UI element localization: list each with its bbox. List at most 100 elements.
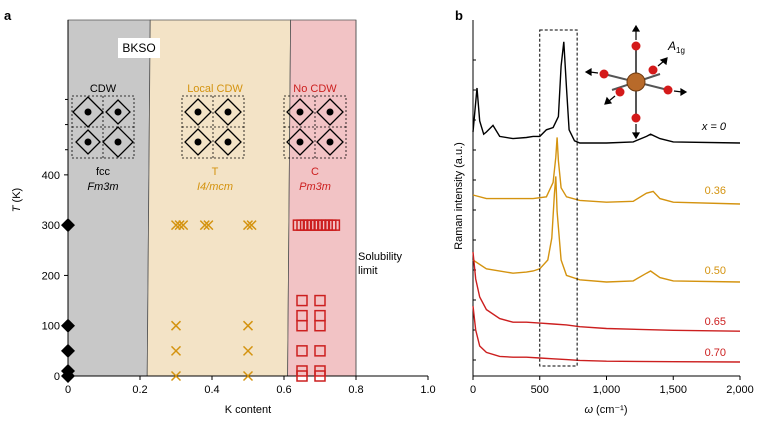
- series-label: x = 0: [701, 121, 727, 133]
- spectrum-line: [472, 251, 741, 332]
- a-x-tick-label: 0.4: [204, 384, 219, 396]
- diamond-marker: [61, 369, 75, 383]
- a-x-tick-label: 0.6: [276, 384, 291, 396]
- octahedron-diamond: [286, 98, 314, 126]
- square-marker: [314, 319, 326, 332]
- oxygen-atom: [615, 87, 625, 97]
- central-atom: [626, 72, 646, 92]
- phase-space-group-label: I4/mcm: [197, 181, 233, 193]
- phase-space-group-label: Pm3m: [299, 181, 331, 193]
- phase-region-1: [146, 19, 292, 377]
- phase-structure-label: fcc: [96, 166, 111, 178]
- solubility-label-line2: limit: [358, 265, 378, 277]
- b-x-tick-label: 2,000: [726, 384, 754, 396]
- a-y-tick-label: 100: [42, 321, 60, 333]
- octahedron-center-atom: [296, 138, 304, 146]
- a1g-molecule-inset: [584, 24, 688, 140]
- spectrum-line: [472, 41, 741, 144]
- a-y-axis-label: T(K): [11, 188, 23, 212]
- panel-a-letter: a: [4, 8, 12, 23]
- phase-region-2: [287, 19, 357, 377]
- highlight-window-box: [539, 29, 578, 367]
- solubility-label-line1: Solubility: [358, 251, 403, 263]
- series-label: 0.50: [705, 265, 726, 277]
- octahedron-center-atom: [84, 108, 92, 116]
- oxygen-atom: [648, 65, 658, 75]
- square-marker: [328, 219, 341, 231]
- x-marker: [246, 220, 257, 231]
- x-marker: [242, 370, 254, 382]
- spectrum-line: [472, 305, 741, 363]
- square-marker: [296, 294, 308, 307]
- square-marker: [296, 345, 308, 357]
- series-label-text: x = 0: [701, 121, 727, 133]
- x-marker: [199, 220, 210, 231]
- octahedron-center-atom: [224, 108, 232, 116]
- x-marker: [170, 345, 182, 356]
- diamond-marker: [61, 318, 75, 333]
- octahedron-center-atom: [114, 138, 122, 146]
- octahedron-diamond: [286, 128, 314, 156]
- x-marker: [178, 220, 189, 231]
- a-y-tick-label: 400: [42, 170, 60, 182]
- x-marker: [242, 220, 254, 231]
- octahedron-diamond: [214, 98, 242, 126]
- octahedron-center-atom: [326, 108, 334, 116]
- octahedron-center-atom: [326, 138, 334, 146]
- svg-text:T(K): T(K): [11, 188, 23, 212]
- a-x-tick-label: 1.0: [420, 384, 435, 396]
- oxygen-atom: [599, 69, 609, 79]
- octahedron-diamond: [184, 98, 212, 126]
- octahedron-diamond: [75, 129, 101, 155]
- b-y-label-text: Raman intensity (a.u.): [453, 142, 465, 250]
- x-marker: [170, 320, 182, 331]
- a-y-tick-label: 0: [54, 371, 60, 383]
- spectrum-line: [472, 176, 741, 283]
- octahedron-diamond: [214, 128, 242, 156]
- a-x-tick-label: 0.8: [348, 384, 363, 396]
- a-y-tick-label: 200: [42, 270, 60, 282]
- oxygen-atom: [631, 113, 641, 123]
- x-marker: [170, 220, 182, 231]
- octahedron-center-atom: [194, 108, 202, 116]
- b-x-tick-label: 1,000: [593, 384, 621, 396]
- phase-structure-label: C: [311, 166, 319, 178]
- octahedron-center-atom: [296, 108, 304, 116]
- octahedron-diamond: [316, 128, 344, 156]
- square-marker: [296, 370, 308, 382]
- oxygen-atom: [631, 41, 641, 51]
- series-label: 0.36: [705, 185, 726, 197]
- series-label: 0.65: [705, 316, 726, 328]
- panel-a: a 0 100 200 300 400 0 0.2 0.4 0.6 0.8 1.0 BKSO CD…: [4, 8, 436, 416]
- a-x-tick-label: 0: [65, 384, 71, 396]
- octahedron-diamond: [184, 128, 212, 156]
- a-x-tick-label: 0.2: [132, 384, 147, 396]
- phase-region-0: [67, 19, 151, 377]
- panel-b-letter: b: [455, 8, 463, 23]
- bkso-box: [118, 38, 160, 58]
- octahedron-center-atom: [224, 138, 232, 146]
- a-y-tick-label: 300: [42, 220, 60, 232]
- octahedron-diamond: [72, 96, 104, 128]
- b-x-tick-label: 0: [470, 384, 476, 396]
- octahedron-diamond: [316, 98, 344, 126]
- x-marker: [170, 370, 182, 382]
- a-y-label-unit: (K): [11, 188, 23, 203]
- phase-label: No CDW: [293, 83, 337, 95]
- phase-label: CDW: [90, 83, 117, 95]
- octahedron-center-atom: [114, 108, 122, 116]
- a-x-axis-label: K content: [225, 404, 271, 416]
- b-y-axis-label: Raman intensity (a.u.): [453, 142, 465, 250]
- x-marker: [242, 345, 254, 356]
- phase-space-group-label: Fm3m: [87, 181, 118, 193]
- b-x-label-unit: (cm⁻¹): [596, 404, 627, 416]
- bkso-label: BKSO: [122, 41, 155, 55]
- panel-b: b 0 500 1,000 1,500 2,000 Raman intensity (a…: [453, 8, 754, 416]
- b-x-tick-label: 1,500: [659, 384, 687, 396]
- phase-structure-label: T: [212, 166, 219, 178]
- octahedron-center-atom: [84, 138, 92, 146]
- series-label: 0.70: [705, 347, 726, 359]
- x-marker: [174, 220, 185, 231]
- diamond-marker: [61, 218, 75, 233]
- phase-label: Local CDW: [187, 83, 243, 95]
